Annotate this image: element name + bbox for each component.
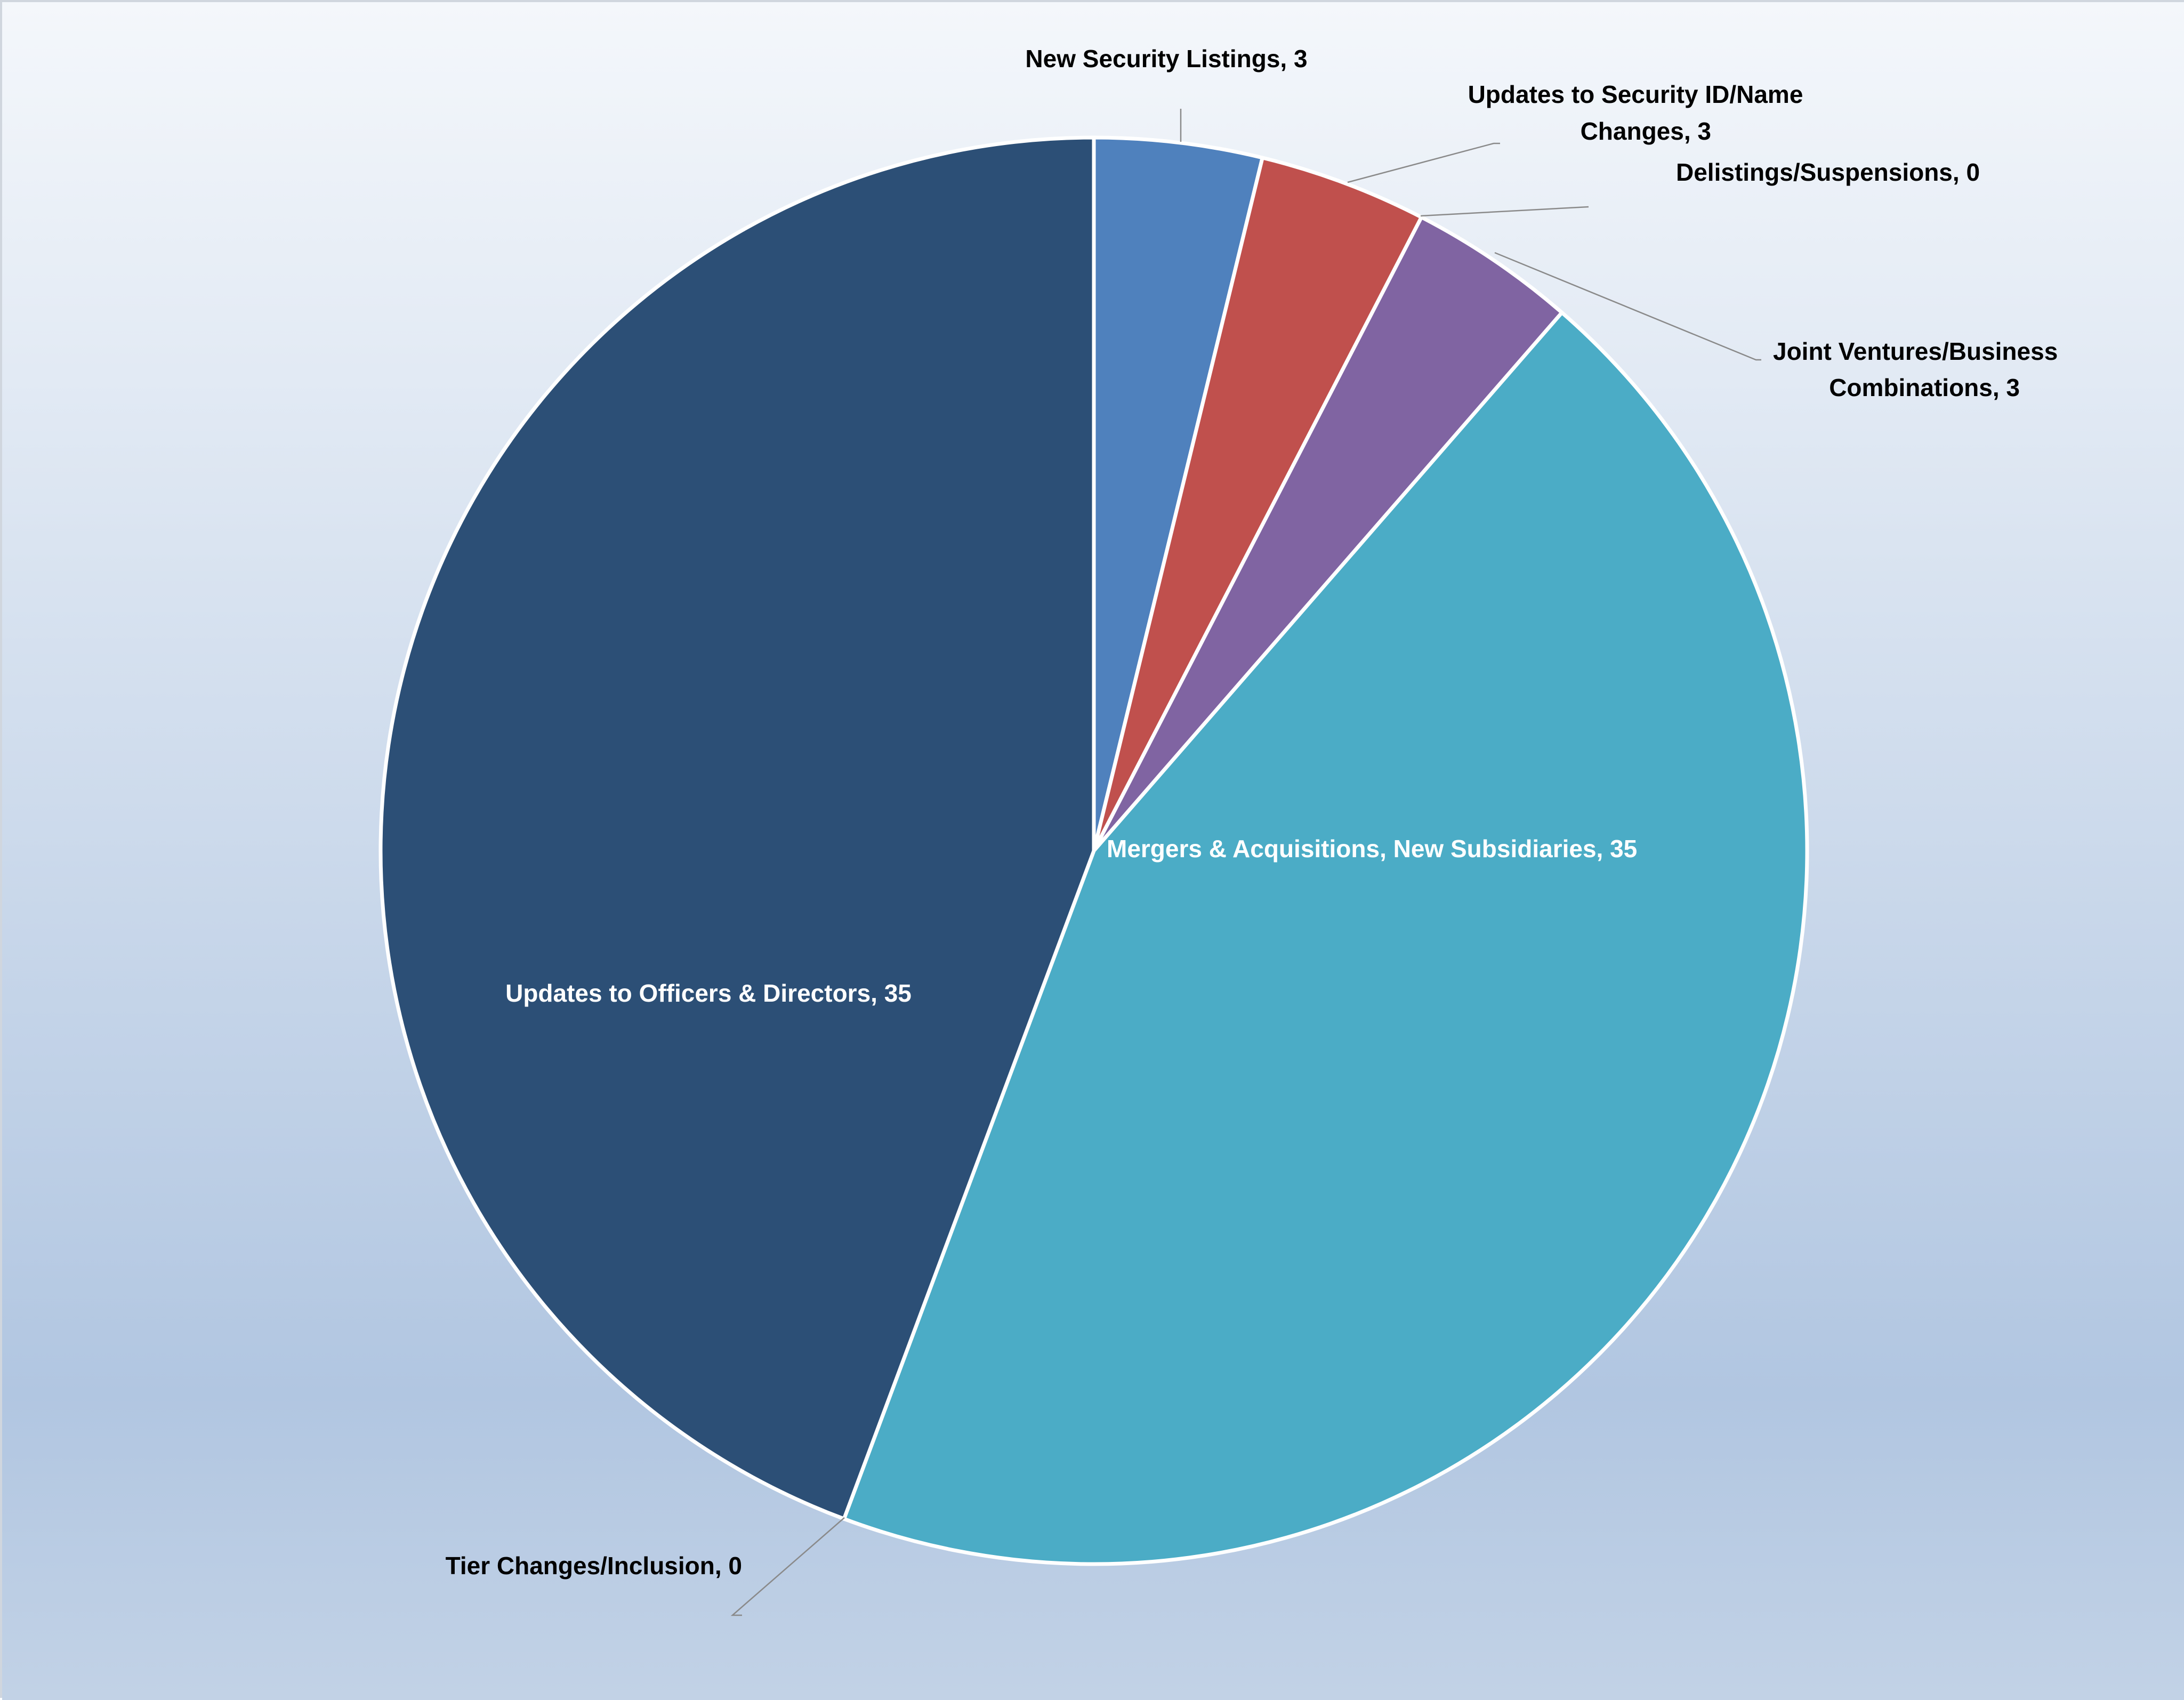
data-label-mergers-acquisitions-new-subsidiaries: Mergers & Acquisitions, New Subsidiaries… xyxy=(1107,835,1637,863)
data-label-joint-ventures-business-combinations-line-1: Joint Ventures/Business xyxy=(1773,337,2058,365)
slice-joint-ventures-business-combinations[interactable] xyxy=(1092,215,1564,853)
leader-line-delistings-suspensions xyxy=(1420,206,1589,217)
slice-mergers-acquisitions-new-subsidiaries[interactable] xyxy=(842,310,1809,1566)
data-label-updates-to-security-id-name-changes-line-1: Updates to Security ID/Name xyxy=(1468,80,1803,108)
data-labels: New Security Listings, 3 Updates to Secur… xyxy=(446,45,2058,1580)
leader-line-joint-ventures-business-combinations xyxy=(1494,252,1761,361)
data-label-tier-changes-inclusion: Tier Changes/Inclusion, 0 xyxy=(446,1552,742,1580)
slice-updates-to-officers-directors[interactable] xyxy=(378,135,1096,1521)
data-label-updates-to-security-id-name-changes-line-2: Changes, 3 xyxy=(1581,117,1711,145)
leader-line-updates-to-security-id-name-changes xyxy=(1347,142,1500,183)
leader-lines xyxy=(730,109,1761,1616)
data-label-new-security-listings: New Security Listings, 3 xyxy=(1025,45,1307,72)
slice-updates-to-security-id-name-changes[interactable] xyxy=(1092,156,1424,853)
slices-layer xyxy=(378,135,1809,1566)
data-label-updates-to-officers-directors: Updates to Officers & Directors, 35 xyxy=(505,979,912,1007)
data-label-joint-ventures-business-combinations-line-2: Combinations, 3 xyxy=(1829,374,2020,401)
leader-line-tier-changes-inclusion xyxy=(730,1517,845,1616)
data-label-delistings-suspensions: Delistings/Suspensions, 0 xyxy=(1676,158,1980,186)
